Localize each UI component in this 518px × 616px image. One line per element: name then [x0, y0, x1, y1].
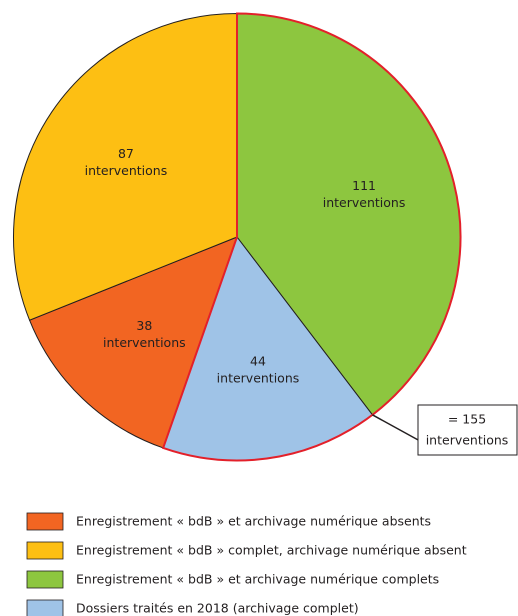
legend-swatch [26, 570, 64, 589]
pie-slice [13, 12, 238, 321]
legend-label: Enregistrement « bdB » et archivage numé… [76, 514, 431, 529]
pie-slice [28, 236, 238, 449]
legend-label: Enregistrement « bdB » complet, archivag… [76, 543, 467, 558]
value-label: 87 interventions [85, 145, 168, 177]
value-label: 44 interventions [217, 353, 300, 385]
legend-swatch [26, 599, 64, 616]
annotation-text: interventions [426, 433, 509, 448]
legend-label: Enregistrement « bdB » et archivage numé… [76, 572, 439, 587]
annotation-text: = 155 [448, 412, 486, 427]
value-label: 111 interventions [323, 178, 406, 210]
legend-label: Dossiers traités en 2018 (archivage comp… [76, 601, 359, 616]
group-outline [161, 12, 462, 462]
value-label: 38 interventions [103, 317, 186, 349]
legend-swatch [26, 541, 64, 560]
annotation-box [417, 404, 518, 456]
legend-swatch [26, 512, 64, 531]
